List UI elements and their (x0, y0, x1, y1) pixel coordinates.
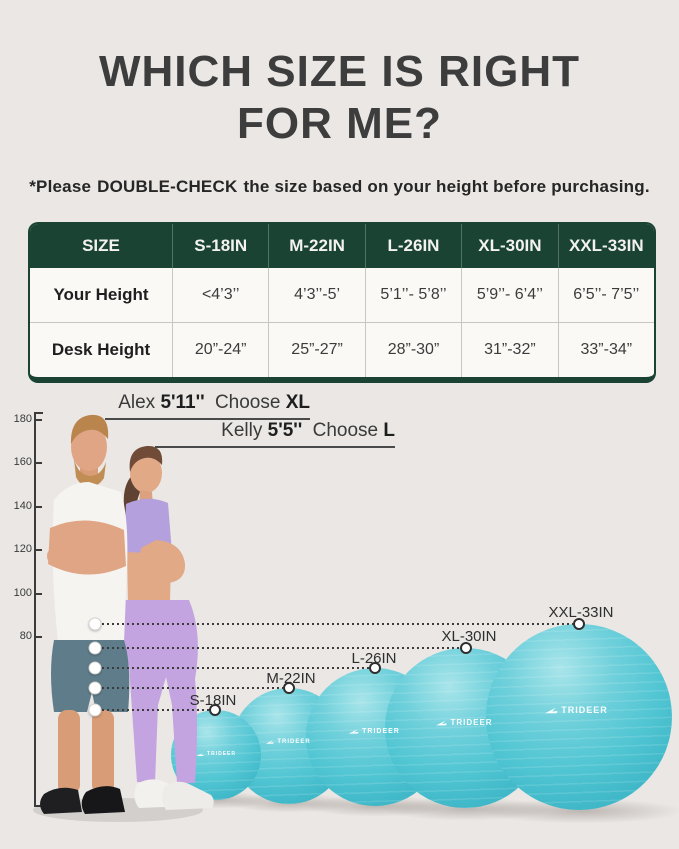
ruler-tick-120 (35, 549, 42, 551)
guide-line-xxl (97, 623, 573, 625)
trideer-swoosh-icon (545, 707, 558, 713)
purchase-note: *Please DOUBLE-CHECK the size based on you… (0, 177, 679, 197)
body-dot-s (88, 703, 102, 717)
trideer-logo-s: TRIDEER (196, 751, 236, 757)
alex-size: XL (285, 392, 310, 413)
alex-name: Alex (118, 392, 156, 413)
table-cell: 5’9’’- 6’4’’ (461, 268, 557, 322)
guide-line-l (97, 667, 369, 669)
trideer-logo-m: TRIDEER (265, 739, 310, 745)
trideer-swoosh-icon (436, 720, 447, 725)
trideer-swoosh-icon (196, 752, 204, 756)
table-cell: 31”-32” (461, 323, 557, 377)
body-dot-l (88, 661, 102, 675)
trideer-logo-xxl: TRIDEER (544, 705, 608, 715)
table-cell: 5’1’’- 5’8’’ (364, 268, 461, 322)
body-dot-xl (88, 641, 102, 655)
body-dot-m (88, 681, 102, 695)
guide-line-s (97, 709, 209, 711)
size-table: SIZE S-18IN M-22IN L-26IN XL-30IN XXL-33… (28, 222, 656, 383)
kelly-height-label: Kelly 5'5'' Choose L (155, 420, 395, 448)
ruler-top-cap (34, 412, 43, 414)
brand-text: TRIDEER (277, 739, 311, 745)
ball-label-xl: XL-30IN (441, 628, 497, 645)
col-size: SIZE (82, 236, 120, 255)
alex-height: 5'11'' (160, 392, 205, 413)
ball-label-xxl: XXL-33IN (548, 604, 614, 621)
col-xl-30in: XL-30IN (461, 224, 557, 268)
ruler-label-80: 80 (19, 630, 32, 642)
note-emphasis: DOUBLE-CHECK (97, 177, 238, 196)
ruler-tick-100 (35, 593, 42, 595)
table-cell: 20”-24” (172, 323, 268, 377)
trideer-swoosh-icon (348, 729, 359, 734)
title-line-1: WHICH SIZE IS RIGHT (99, 47, 580, 96)
ball-shadow (300, 795, 452, 817)
table-row-desk-height: Desk Height 20”-24” 25”-27” 28”-30” 31”-… (30, 322, 654, 377)
table-cell: 33”-34” (557, 323, 654, 377)
kelly-height: 5'5'' (267, 420, 303, 441)
size-table-header: SIZE S-18IN M-22IN L-26IN XL-30IN XXL-33… (30, 224, 654, 268)
ruler-label-160: 160 (13, 456, 32, 468)
trideer-swoosh-icon (265, 740, 274, 744)
guide-line-m (97, 687, 283, 689)
ball-label-m: M-22IN (266, 670, 316, 687)
ruler-label-180: 180 (13, 413, 32, 425)
ruler-tick-80 (35, 636, 42, 638)
ball-top-marker-xl (460, 642, 472, 654)
table-cell: 28”-30” (364, 323, 461, 377)
ruler-label-100: 100 (13, 587, 32, 599)
col-xxl-33in: XXL-33IN (557, 224, 654, 268)
table-cell: <4’3’’ (172, 268, 268, 322)
col-s-18in: S-18IN (172, 224, 268, 268)
ruler-label-120: 120 (13, 543, 32, 555)
row-label: Desk Height (51, 340, 151, 359)
kelly-figure (122, 445, 214, 810)
ruler-tick-160 (35, 462, 42, 464)
col-m-22in: M-22IN (268, 224, 364, 268)
ruler-tick-180 (35, 419, 42, 421)
note-suffix: the size based on your height before pur… (243, 177, 650, 196)
page-title: WHICH SIZE IS RIGHT FOR ME? (0, 46, 679, 150)
ball-label-s: S-18IN (189, 692, 237, 709)
ruler-label-140: 140 (13, 500, 32, 512)
trideer-logo-xl: TRIDEER (435, 718, 492, 727)
kelly-name: Kelly (221, 420, 263, 441)
table-row-your-height: Your Height <4’3’’ 4’3’’-5’ 5’1’’- 5’8’’… (30, 268, 654, 322)
ball-top-marker-s (209, 704, 221, 716)
alex-choose: Choose (214, 392, 281, 413)
ball-top-marker-m (283, 682, 295, 694)
brand-text: TRIDEER (450, 718, 493, 727)
ball-xxl-33in (486, 624, 672, 810)
kelly-size: L (383, 420, 395, 441)
brand-text: TRIDEER (561, 705, 608, 715)
ruler-tick-140 (35, 506, 42, 508)
ruler-bottom-cap (34, 805, 43, 807)
brand-text: TRIDEER (207, 751, 236, 757)
ball-top-marker-l (369, 662, 381, 674)
note-prefix: *Please (29, 177, 92, 196)
height-ruler (34, 412, 36, 807)
alex-height-label: Alex 5'11'' Choose XL (105, 392, 310, 420)
guide-line-xl (97, 647, 460, 649)
table-cell: 25”-27” (268, 323, 364, 377)
body-dot-xxl (88, 617, 102, 631)
alex-figure (40, 414, 130, 814)
col-l-26in: L-26IN (364, 224, 461, 268)
table-cell: 6’5’’- 7’5’’ (557, 268, 654, 322)
title-line-2: FOR ME? (237, 98, 442, 148)
ball-top-marker-xxl (573, 618, 585, 630)
kelly-choose: Choose (312, 420, 379, 441)
trideer-logo-l: TRIDEER (348, 728, 400, 735)
ball-label-l: L-26IN (351, 650, 397, 667)
brand-text: TRIDEER (362, 728, 400, 735)
table-cell: 4’3’’-5’ (268, 268, 364, 322)
row-label: Your Height (53, 285, 149, 304)
